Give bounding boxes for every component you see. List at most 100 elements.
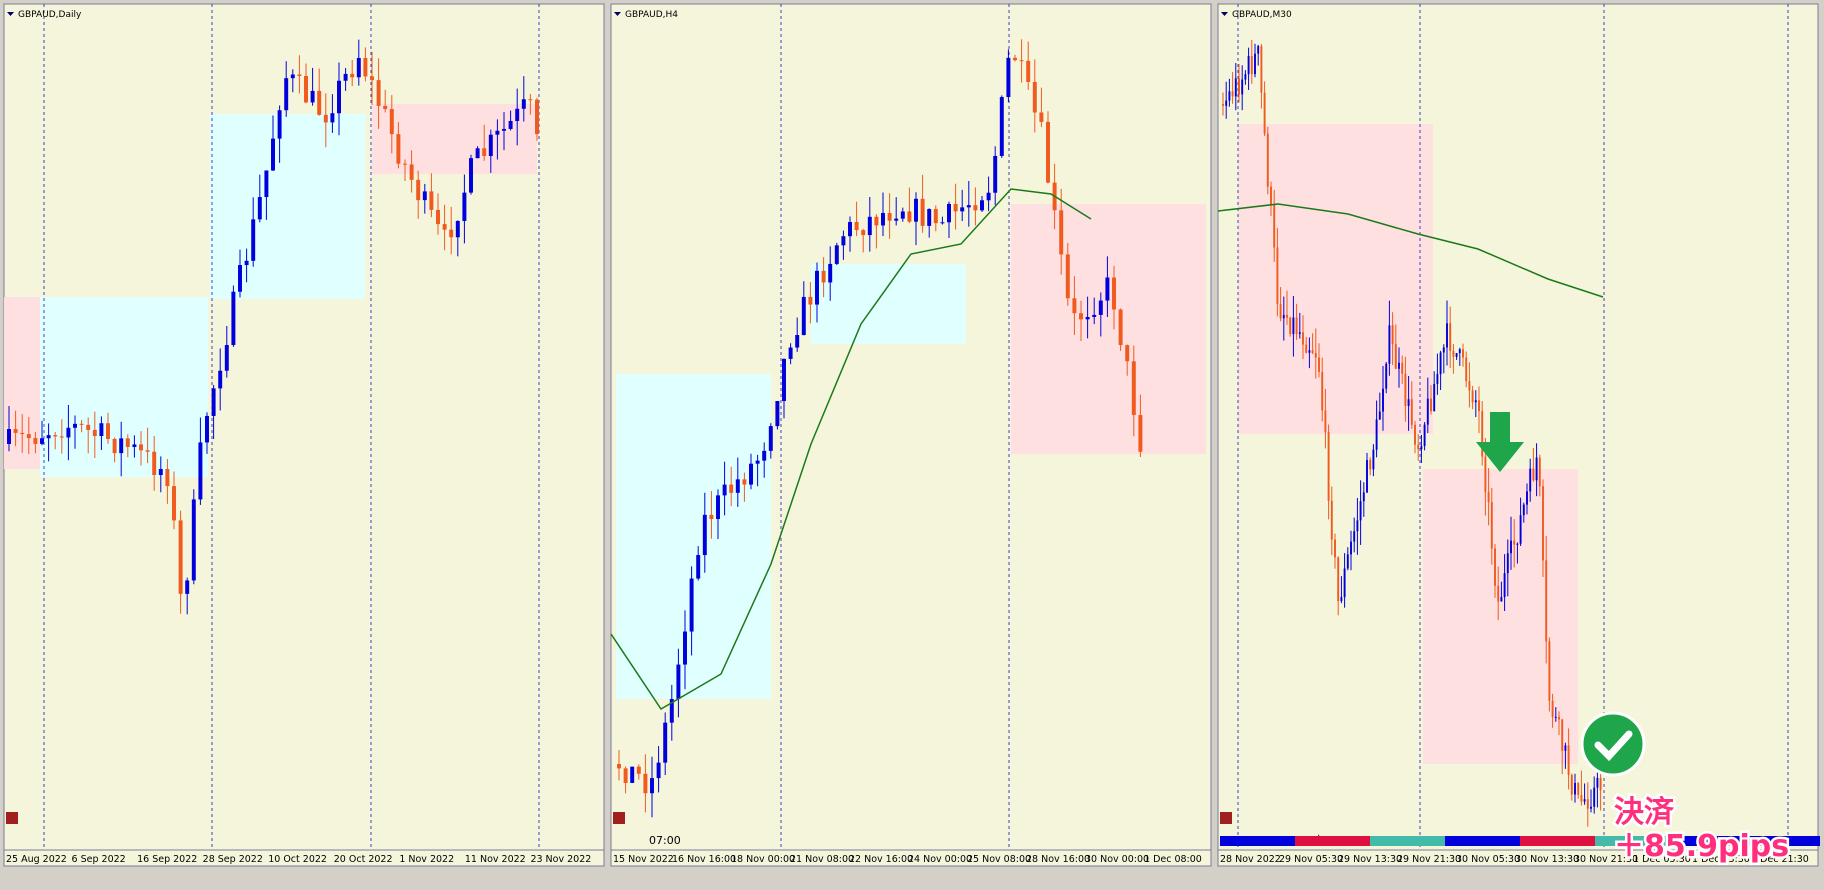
candle-body (848, 222, 852, 237)
candle-body (1350, 541, 1352, 555)
candle-body (416, 179, 421, 201)
candle-body (86, 424, 91, 430)
candle-body (231, 291, 236, 346)
candle-body (178, 520, 183, 594)
x-axis-label: 15 Nov 2022 (613, 854, 674, 865)
candle-body (1452, 350, 1455, 357)
annotation-line2: ＋85.9pips (1614, 829, 1789, 864)
close-button (6, 812, 18, 824)
candle-body (119, 438, 124, 454)
candle-body (33, 438, 38, 444)
candle-body (1481, 411, 1484, 457)
candle-body (841, 236, 846, 246)
candle-body (297, 74, 302, 76)
candle-body (1542, 486, 1544, 561)
candle-body (1356, 520, 1359, 532)
candle-body (1436, 374, 1439, 384)
candle-body (973, 205, 978, 211)
candle-body (1234, 78, 1237, 97)
candle-body (623, 768, 628, 783)
candle-body (980, 200, 984, 211)
x-axis-label: 25 Nov 08:00 (967, 854, 1031, 865)
candle-body (755, 460, 760, 464)
candle-body (927, 209, 932, 226)
candle-body (1391, 325, 1394, 345)
candle-body (1375, 419, 1378, 450)
candle-body (1366, 460, 1368, 493)
title-arrow (7, 12, 14, 16)
candle-body (762, 450, 767, 461)
candle-body (436, 209, 440, 225)
candle-body (1490, 502, 1493, 549)
candle-body (521, 99, 526, 109)
candle-body (1468, 381, 1471, 391)
candle-body (1308, 350, 1311, 353)
candle-body (350, 73, 355, 78)
candle-body (409, 164, 414, 180)
candle-body (1138, 414, 1143, 452)
x-axis-label: 29 Nov 13:30 (1338, 854, 1402, 865)
x-axis-label: 29 Nov 21:30 (1397, 854, 1461, 865)
candle-body (1257, 46, 1260, 54)
candle-body (7, 429, 11, 444)
candle-body (475, 148, 480, 159)
candle-body (986, 192, 991, 201)
candle-body (343, 73, 348, 81)
candle-body (1474, 400, 1477, 403)
x-axis-label: 28 Nov 16:00 (1026, 854, 1090, 865)
candle-body (455, 220, 460, 238)
candle-body (1046, 121, 1050, 183)
x-axis-label: 22 Nov 16:00 (849, 854, 913, 865)
candle-body (330, 113, 335, 123)
x-axis-label: 24 Nov 00:00 (908, 854, 972, 865)
candle-body (900, 211, 905, 219)
close-button (613, 812, 625, 824)
candle-body (1513, 540, 1516, 545)
candle-body (284, 78, 289, 111)
candle-body (696, 555, 701, 579)
candle-body (1318, 357, 1320, 372)
candle-body (735, 479, 740, 493)
candle-body (1414, 424, 1416, 445)
x-axis-label: 25 Aug 2022 (6, 854, 67, 865)
candle-body (1324, 410, 1327, 433)
candle-body (729, 484, 734, 493)
x-axis-label: 20 Oct 2022 (334, 854, 393, 865)
candle-body (867, 216, 872, 236)
x-axis-label: 18 Nov 00:00 (731, 854, 795, 865)
x-axis-label: 30 Nov 13:30 (1515, 854, 1579, 865)
candle-body (224, 345, 229, 371)
candle-body (1222, 104, 1224, 106)
moving-average (1217, 203, 1604, 298)
candle-body (722, 484, 727, 496)
candle-body (1497, 585, 1500, 602)
zone (1238, 124, 1433, 434)
candle-body (1561, 719, 1564, 751)
candle-body (788, 347, 793, 359)
candle-body (1404, 373, 1407, 406)
candle-body (808, 296, 813, 305)
candle-body (1372, 449, 1375, 470)
candle-body (73, 423, 77, 428)
candle-body (244, 260, 249, 266)
candle-body (1079, 313, 1083, 320)
check-badge (1580, 711, 1646, 777)
candle-body (449, 229, 454, 238)
candle-body (165, 469, 170, 487)
candle-body (676, 664, 681, 700)
x-axis-label: 29 Nov 05:30 (1279, 854, 1343, 865)
x-axis-label: 16 Sep 2022 (137, 854, 197, 865)
x-axis-label: 11 Nov 2022 (465, 854, 526, 865)
candle-body (1385, 363, 1388, 389)
candle-body (1286, 314, 1288, 318)
candle-body (821, 270, 826, 283)
candle-body (370, 76, 374, 81)
candle-body (1574, 782, 1576, 795)
candle-body (1019, 60, 1024, 62)
candle-body (1250, 55, 1253, 75)
candle-body (768, 426, 773, 451)
candle-body (1545, 560, 1548, 642)
candle-body (881, 213, 885, 226)
